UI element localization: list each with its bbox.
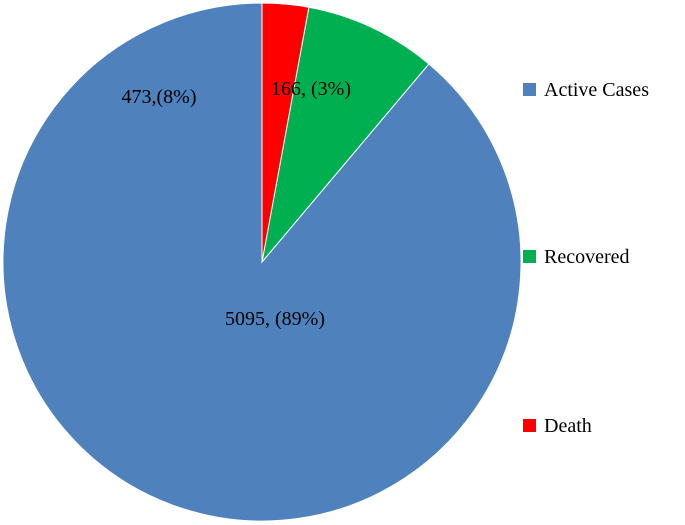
legend-label: Death xyxy=(544,415,592,437)
pie-slice-recovered xyxy=(261,6,430,264)
legend-item-death: Death xyxy=(523,415,592,437)
legend-swatch xyxy=(523,83,536,96)
pie-data-labels: 5095, (89%) 473,(8%) 166, (3%) xyxy=(122,78,351,330)
legend-item-recovered: Recovered xyxy=(523,246,630,268)
data-label-recovered: 473,(8%) xyxy=(122,86,197,108)
legend: Active Cases Recovered Death xyxy=(523,79,649,437)
data-label-active-cases: 5095, (89%) xyxy=(225,308,325,330)
legend-label: Recovered xyxy=(544,246,630,268)
legend-swatch xyxy=(523,419,536,432)
pie-slice-death xyxy=(261,2,310,263)
legend-label: Active Cases xyxy=(544,79,649,101)
data-label-death: 166, (3%) xyxy=(271,78,351,100)
pie-slices xyxy=(2,2,522,522)
legend-item-active-cases: Active Cases xyxy=(523,79,649,101)
legend-swatch xyxy=(523,250,536,263)
